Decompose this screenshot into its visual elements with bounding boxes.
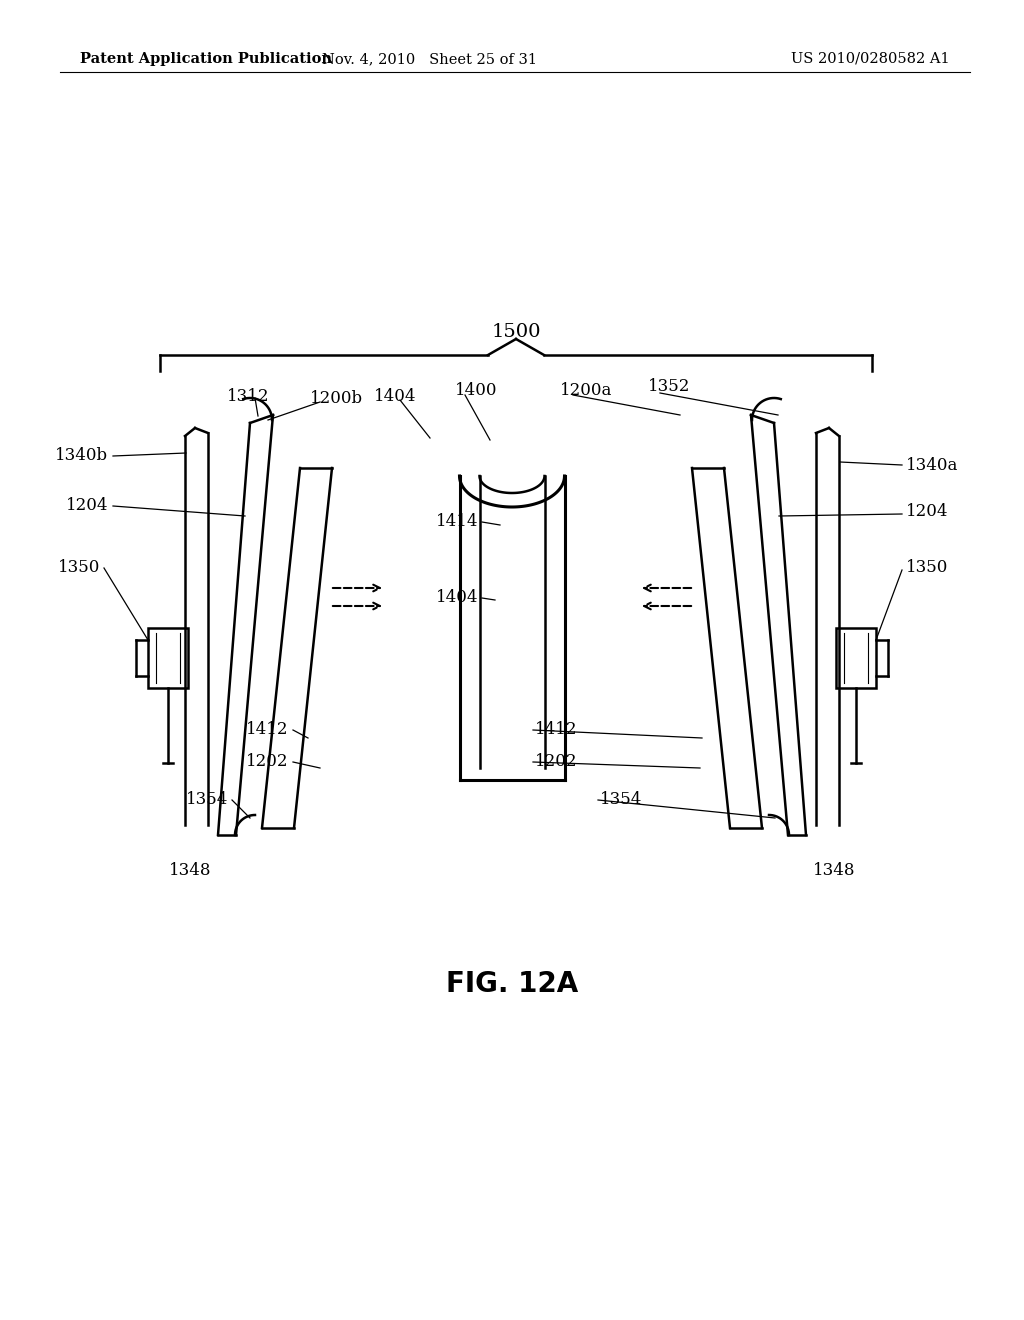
- Text: 1340b: 1340b: [55, 447, 108, 465]
- Text: 1202: 1202: [246, 754, 288, 771]
- Text: 1412: 1412: [246, 722, 288, 738]
- Text: 1404: 1404: [374, 388, 416, 405]
- Text: 1412: 1412: [535, 722, 578, 738]
- Bar: [836, 628, 876, 688]
- Text: 1352: 1352: [648, 378, 690, 395]
- Text: Nov. 4, 2010   Sheet 25 of 31: Nov. 4, 2010 Sheet 25 of 31: [323, 51, 538, 66]
- Text: 1202: 1202: [535, 754, 578, 771]
- Text: 1312: 1312: [226, 388, 269, 405]
- Text: 1200a: 1200a: [560, 381, 612, 399]
- Text: 1350: 1350: [57, 560, 100, 577]
- Text: 1350: 1350: [906, 560, 948, 577]
- Text: 1354: 1354: [600, 792, 642, 808]
- Text: 1348: 1348: [813, 862, 855, 879]
- Text: 1204: 1204: [906, 503, 948, 520]
- Text: 1204: 1204: [66, 498, 108, 515]
- Text: 1500: 1500: [492, 323, 541, 341]
- Text: 1340a: 1340a: [906, 457, 958, 474]
- Text: 1404: 1404: [435, 590, 478, 606]
- Bar: [148, 628, 188, 688]
- Text: 1414: 1414: [435, 513, 478, 531]
- Text: 1348: 1348: [169, 862, 211, 879]
- Text: US 2010/0280582 A1: US 2010/0280582 A1: [791, 51, 949, 66]
- Text: FIG. 12A: FIG. 12A: [445, 970, 579, 998]
- Text: Patent Application Publication: Patent Application Publication: [80, 51, 332, 66]
- Text: 1200b: 1200b: [310, 389, 364, 407]
- Text: 1354: 1354: [185, 792, 228, 808]
- Text: 1400: 1400: [455, 381, 498, 399]
